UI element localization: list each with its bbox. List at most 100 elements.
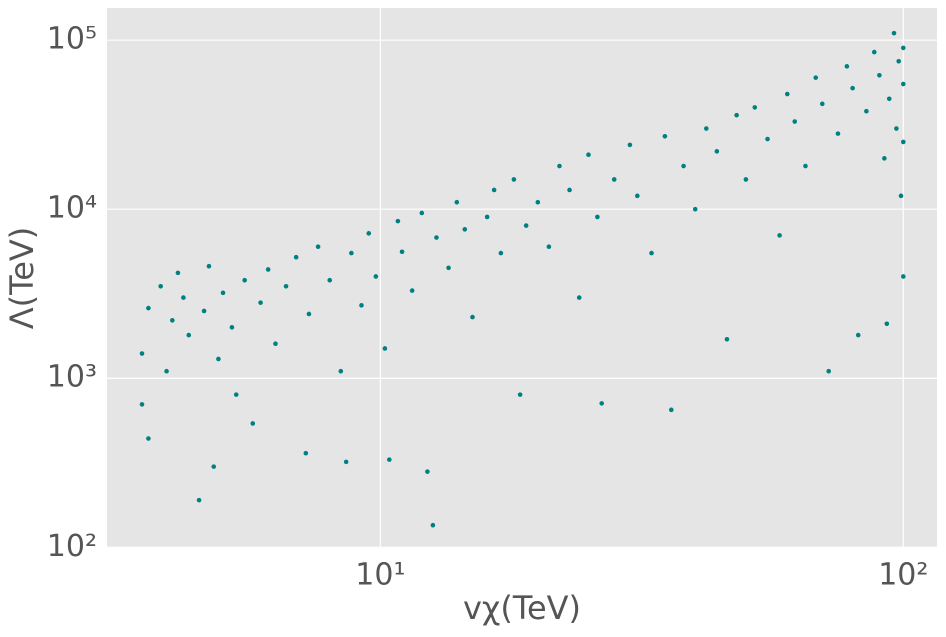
point	[164, 368, 169, 374]
point	[419, 210, 425, 216]
point	[844, 64, 850, 69]
point	[724, 336, 730, 342]
point	[886, 96, 892, 102]
point	[306, 311, 312, 317]
point	[557, 163, 562, 169]
point	[743, 177, 749, 182]
point	[599, 401, 605, 406]
point	[434, 235, 439, 240]
point	[446, 265, 451, 271]
point	[454, 199, 460, 205]
point	[714, 149, 720, 154]
point	[186, 332, 192, 338]
point	[196, 497, 202, 503]
point	[273, 341, 278, 347]
point	[900, 81, 906, 87]
point	[399, 249, 405, 255]
point	[201, 308, 207, 314]
point	[535, 199, 541, 205]
point	[175, 270, 181, 276]
point	[470, 314, 475, 320]
y-axis-label: Λ(TeV)	[3, 227, 41, 330]
point	[425, 469, 430, 474]
point	[546, 244, 552, 250]
point	[871, 49, 877, 55]
point	[349, 250, 354, 256]
point	[681, 163, 686, 169]
point	[635, 193, 640, 199]
point	[668, 407, 674, 413]
point	[242, 277, 247, 283]
point	[382, 346, 388, 351]
point	[884, 321, 890, 327]
point	[864, 108, 869, 114]
point	[498, 250, 504, 256]
point	[765, 136, 770, 142]
x-tick-label: 10²	[878, 558, 928, 593]
point	[826, 368, 831, 374]
point	[343, 459, 349, 465]
x-axis-label: vχ(TeV)	[463, 589, 581, 627]
point	[627, 142, 633, 148]
point	[387, 457, 392, 462]
point	[900, 139, 906, 145]
point	[777, 233, 782, 238]
point	[576, 295, 582, 300]
point	[216, 356, 221, 362]
point	[327, 277, 333, 283]
point	[139, 402, 145, 407]
point	[517, 392, 523, 397]
point	[250, 421, 256, 426]
point	[850, 85, 855, 91]
y-tick-label: 10³	[47, 360, 97, 395]
point	[409, 288, 415, 293]
point	[900, 45, 906, 51]
point	[595, 214, 600, 220]
point	[662, 133, 668, 139]
point	[813, 75, 819, 80]
point	[211, 464, 217, 469]
point	[315, 244, 321, 250]
point	[233, 392, 239, 397]
point	[703, 126, 709, 131]
point	[784, 91, 790, 97]
point	[882, 156, 887, 161]
point	[511, 177, 517, 182]
point	[139, 351, 145, 356]
point	[877, 72, 882, 78]
point	[523, 223, 529, 228]
point	[692, 206, 698, 212]
point	[611, 177, 617, 182]
point	[567, 187, 572, 193]
y-tick-label: 10⁵	[47, 22, 97, 57]
point	[303, 450, 309, 456]
point	[855, 332, 861, 338]
point	[206, 263, 212, 269]
point	[649, 250, 654, 256]
point	[819, 101, 825, 107]
point	[835, 131, 841, 136]
point	[395, 218, 401, 224]
point	[900, 274, 906, 279]
point	[158, 283, 163, 289]
point	[484, 214, 490, 220]
point	[293, 254, 299, 260]
point	[792, 119, 798, 124]
point	[181, 295, 186, 300]
x-tick-label: 10¹	[355, 558, 405, 593]
plot-area	[107, 8, 937, 548]
y-tick-label: 10⁴	[47, 191, 97, 226]
point	[894, 126, 899, 131]
point	[146, 305, 151, 311]
point	[258, 300, 263, 305]
point	[752, 105, 758, 110]
point	[220, 290, 226, 296]
point	[898, 193, 904, 199]
point	[430, 522, 436, 528]
point	[734, 112, 739, 118]
point	[146, 436, 151, 441]
point	[229, 325, 235, 330]
point	[366, 231, 372, 236]
point	[462, 227, 468, 232]
